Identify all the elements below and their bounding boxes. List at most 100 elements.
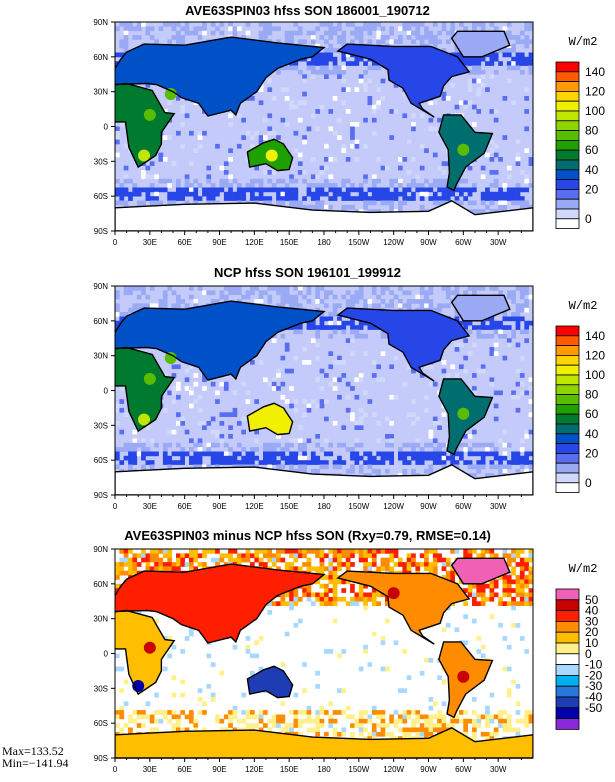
field-cell [445, 623, 451, 628]
field-cell [158, 178, 164, 184]
field-cell [284, 65, 290, 71]
field-cell [493, 592, 499, 598]
field-cell [367, 196, 373, 201]
field-cell [276, 290, 281, 296]
field-cell [524, 566, 529, 572]
coastline-antarctica [115, 200, 533, 231]
field-cell [271, 381, 277, 387]
field-cell [519, 170, 525, 175]
field-cell [210, 22, 216, 27]
field-cell [241, 692, 246, 698]
field-cell [402, 200, 408, 206]
field-cell [176, 191, 181, 197]
field-cell [528, 399, 533, 404]
field-cell [515, 579, 521, 585]
field-cell [350, 130, 355, 136]
x-tick-label: 150E [280, 238, 299, 247]
field-cell [297, 464, 303, 470]
field-cell [467, 165, 473, 171]
field-cell [128, 196, 133, 201]
field-cell [380, 566, 386, 572]
field-cell [454, 460, 460, 465]
field-cell [276, 135, 281, 140]
field-cell [485, 187, 490, 193]
field-cell [402, 566, 408, 572]
field-cell [358, 442, 364, 448]
field-cell [502, 575, 508, 580]
field-cell [293, 714, 299, 720]
field-cell [411, 447, 416, 452]
field-cell [363, 174, 368, 180]
field-cell [280, 455, 286, 461]
field-cell [202, 701, 207, 707]
field-cell [476, 56, 482, 62]
field-cell [502, 26, 508, 32]
field-cell [332, 183, 338, 188]
field-cell [302, 412, 307, 417]
field-cell [506, 579, 512, 585]
field-cell [306, 183, 312, 188]
field-cell [337, 35, 342, 40]
field-cell [319, 65, 325, 71]
field-cell [472, 183, 477, 188]
field-cell [289, 562, 294, 567]
field-cell [293, 557, 299, 563]
field-cell [184, 451, 190, 457]
field-cell [241, 135, 246, 140]
field-cell [162, 178, 168, 184]
field-cell [415, 714, 421, 720]
field-cell [184, 386, 190, 391]
field-cell [354, 723, 360, 728]
field-cell [141, 187, 146, 193]
field-cell [332, 727, 338, 733]
field-cell [293, 601, 299, 606]
field-cell [371, 303, 377, 309]
field-cell [437, 39, 442, 45]
field-cell [445, 39, 451, 45]
field-cell [119, 200, 125, 206]
field-cell [263, 290, 268, 296]
field-cell [528, 566, 533, 572]
field-cell [493, 403, 499, 409]
field-cell [480, 588, 486, 593]
field-cell [350, 588, 355, 593]
field-cell [189, 553, 194, 559]
field-cell [280, 662, 286, 667]
field-cell [432, 22, 438, 27]
field-cell [480, 731, 486, 737]
field-cell [441, 286, 447, 291]
field-cell [206, 447, 212, 452]
field-cell [132, 35, 138, 40]
field-cell [267, 381, 273, 387]
field-cell [393, 553, 399, 559]
field-cell [337, 688, 342, 693]
field-cell [350, 351, 355, 356]
field-cell [215, 562, 220, 567]
field-cell [489, 583, 495, 589]
field-cell [485, 204, 490, 210]
field-cell [284, 592, 290, 598]
field-cell [223, 294, 229, 300]
field-cell [363, 69, 368, 75]
field-cell [432, 152, 438, 158]
field-cell [389, 39, 394, 45]
field-cell [498, 329, 503, 335]
field-cell [302, 588, 307, 593]
field-cell [476, 636, 482, 641]
field-cell [219, 412, 225, 417]
field-cell [445, 557, 451, 563]
field-cell [276, 723, 281, 728]
field-cell [149, 174, 155, 180]
field-cell [419, 196, 425, 201]
field-cell [219, 718, 225, 724]
field-cell [515, 316, 521, 322]
coastline-namerica [336, 570, 471, 645]
field-cell [176, 442, 181, 448]
field-cell [498, 204, 503, 210]
field-cell [302, 196, 307, 201]
field-cell [376, 104, 381, 110]
field-cell [254, 299, 259, 304]
field-cell [528, 557, 533, 563]
field-cell [489, 170, 495, 175]
